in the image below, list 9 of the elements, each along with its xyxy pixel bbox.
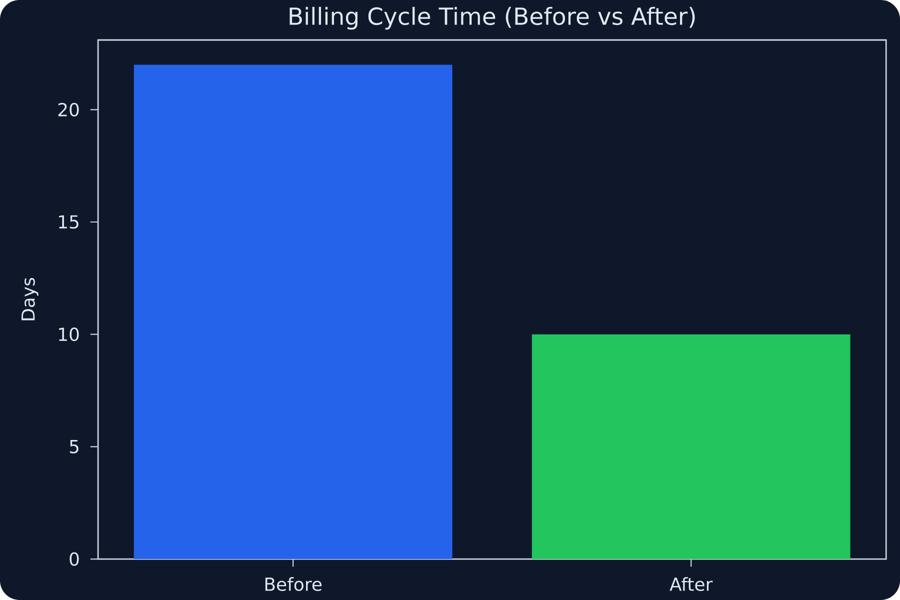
y-tick-label: 20 — [58, 102, 79, 116]
y-tick-label: 5 — [70, 440, 78, 454]
chart-title: Billing Cycle Time (Before vs After) — [290, 6, 695, 30]
x-tick-label: After — [670, 577, 713, 592]
y-axis-title: Days — [22, 278, 38, 320]
y-tick-label: 15 — [59, 215, 78, 229]
y-tick-label: 10 — [59, 328, 79, 342]
y-tick-label: 0 — [70, 552, 79, 566]
x-tick-label: Before — [265, 577, 322, 592]
